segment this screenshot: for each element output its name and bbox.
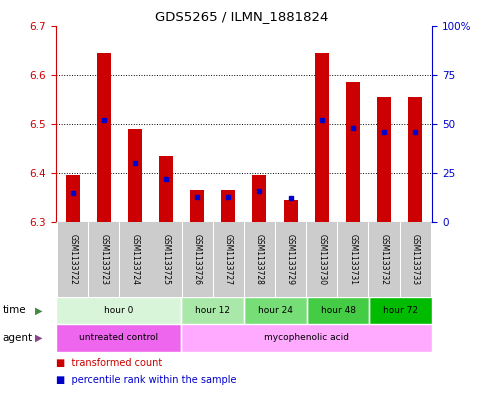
Bar [56,324,181,352]
Bar [399,222,431,297]
Text: ▶: ▶ [35,333,43,343]
Bar [88,222,119,297]
Text: GDS5265 / ILMN_1881824: GDS5265 / ILMN_1881824 [155,10,328,23]
Bar [128,129,142,222]
Bar [182,222,183,297]
Bar [119,222,151,297]
Bar [315,53,329,222]
Text: GSM1133730: GSM1133730 [317,234,326,285]
Text: time: time [2,305,26,316]
Bar [377,97,391,222]
Text: mycophenolic acid: mycophenolic acid [264,334,349,342]
Text: GSM1133726: GSM1133726 [193,234,202,285]
Text: GSM1133729: GSM1133729 [286,234,295,285]
Text: GSM1133733: GSM1133733 [411,234,420,285]
Bar [119,222,120,297]
Text: ■  percentile rank within the sample: ■ percentile rank within the sample [56,375,236,385]
Bar [181,297,244,324]
Text: hour 24: hour 24 [258,306,293,315]
Bar [56,297,181,324]
Bar [306,222,307,297]
Text: agent: agent [2,333,32,343]
Bar [284,200,298,222]
Text: hour 48: hour 48 [321,306,355,315]
Bar [213,222,244,297]
Text: GSM1133723: GSM1133723 [99,234,108,285]
Text: GSM1133731: GSM1133731 [348,234,357,285]
Bar [369,297,432,324]
Bar [369,222,399,297]
Bar [408,97,422,222]
Text: hour 12: hour 12 [195,306,230,315]
Bar [57,222,88,297]
Text: GSM1133728: GSM1133728 [255,234,264,285]
Text: GSM1133722: GSM1133722 [68,234,77,285]
Bar [337,222,338,297]
Bar [151,222,182,297]
Bar [244,222,275,297]
Text: GSM1133724: GSM1133724 [130,234,140,285]
Text: hour 72: hour 72 [384,306,418,315]
Bar [66,175,80,222]
Bar [307,297,369,324]
Text: hour 0: hour 0 [104,306,133,315]
Bar [244,297,307,324]
Bar [244,222,245,297]
Bar [57,222,58,297]
Bar [253,175,267,222]
Bar [306,222,337,297]
Text: ▶: ▶ [35,305,43,316]
Bar [182,222,213,297]
Text: GSM1133732: GSM1133732 [380,234,388,285]
Text: GSM1133727: GSM1133727 [224,234,233,285]
Bar [275,222,276,297]
Bar [159,156,173,222]
Bar [181,324,432,352]
Bar [399,222,400,297]
Bar [346,82,360,222]
Bar [275,222,306,297]
Bar [221,190,235,222]
Bar [151,222,152,297]
Bar [337,222,369,297]
Text: untreated control: untreated control [79,334,158,342]
Bar [88,222,89,297]
Text: ■  transformed count: ■ transformed count [56,358,162,367]
Bar [97,53,111,222]
Text: GSM1133725: GSM1133725 [162,234,170,285]
Bar [190,190,204,222]
